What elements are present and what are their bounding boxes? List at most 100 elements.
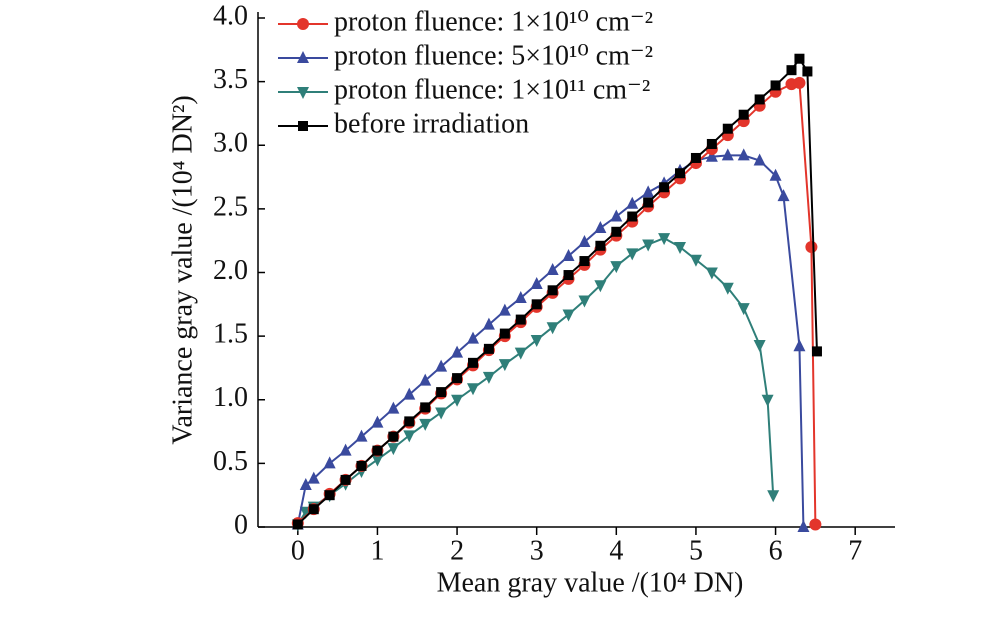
marker [770,80,781,91]
marker [387,401,400,414]
y-tick-label: 2.5 [213,191,248,222]
marker [642,239,655,252]
marker [340,474,351,485]
marker [498,303,511,316]
y-axis-label: Variance gray value /(10⁴ DN²) [167,95,198,444]
marker [419,373,432,386]
marker [802,66,813,77]
marker [690,152,701,163]
marker [643,197,654,208]
marker [515,314,526,325]
marker [466,383,479,396]
marker [372,445,383,456]
marker [546,262,559,275]
marker [579,256,590,267]
marker [530,334,543,347]
x-tick-label: 4 [609,535,623,566]
x-tick-label: 3 [530,535,544,566]
marker [466,331,479,344]
marker [531,299,542,310]
marker [738,109,749,120]
marker [805,241,818,254]
legend-marker [297,18,309,30]
marker [761,394,774,407]
marker [626,196,639,209]
y-tick-label: 3.0 [213,128,248,159]
y-tick-label: 4.0 [213,0,248,31]
marker [793,339,806,352]
marker [610,209,623,222]
y-tick-label: 2.0 [213,255,248,286]
marker [371,454,384,467]
marker [419,418,432,431]
legend-marker [297,51,309,63]
marker [754,94,765,105]
marker [451,345,464,358]
x-tick-label: 2 [450,535,464,566]
marker [737,148,750,161]
marker [514,290,527,303]
marker [498,359,511,372]
marker [769,168,782,181]
legend-label: proton fluence: 1×10¹¹ cm⁻² [334,74,650,105]
series-line [296,154,805,528]
marker [404,416,415,427]
marker [403,430,416,443]
legend-marker [298,121,308,131]
legend-label: proton fluence: 1×10¹⁰ cm⁻² [334,6,653,37]
marker [371,415,384,428]
marker [435,359,448,372]
marker [658,233,671,246]
legend-label: proton fluence: 5×10¹⁰ cm⁻² [334,40,653,71]
marker [308,504,319,515]
x-tick-label: 5 [689,535,703,566]
marker [659,182,670,193]
marker [594,280,607,293]
y-tick-label: 3.5 [213,64,248,95]
marker [436,387,447,398]
marker [786,65,797,76]
marker [674,242,687,255]
marker [705,149,718,162]
marker [809,518,822,531]
marker [546,322,559,335]
marker [452,373,463,384]
x-tick-label: 7 [848,535,862,566]
marker [610,261,623,274]
marker [794,53,805,64]
marker [562,309,575,322]
marker [578,295,591,308]
marker [292,519,303,530]
marker [721,282,734,295]
marker [626,248,639,261]
marker [811,346,822,357]
x-tick-label: 1 [370,535,384,566]
marker [547,285,558,296]
marker [339,443,352,456]
legend-marker [297,87,309,99]
marker [388,431,399,442]
marker [737,303,750,316]
marker [451,394,464,407]
marker [482,371,495,384]
marker [355,429,368,442]
marker [797,520,810,532]
marker [595,240,606,251]
marker [563,270,574,281]
y-tick-label: 1.0 [213,382,248,413]
marker [356,460,367,471]
marker [435,407,448,420]
marker [514,347,527,360]
marker [562,248,575,261]
marker [307,471,320,484]
marker [753,153,766,166]
x-tick-label: 0 [291,535,305,566]
marker [706,138,717,149]
marker [594,220,607,233]
marker [627,211,638,222]
marker [675,168,686,179]
marker [721,148,734,161]
marker [299,478,312,491]
y-tick-label: 1.5 [213,319,248,350]
